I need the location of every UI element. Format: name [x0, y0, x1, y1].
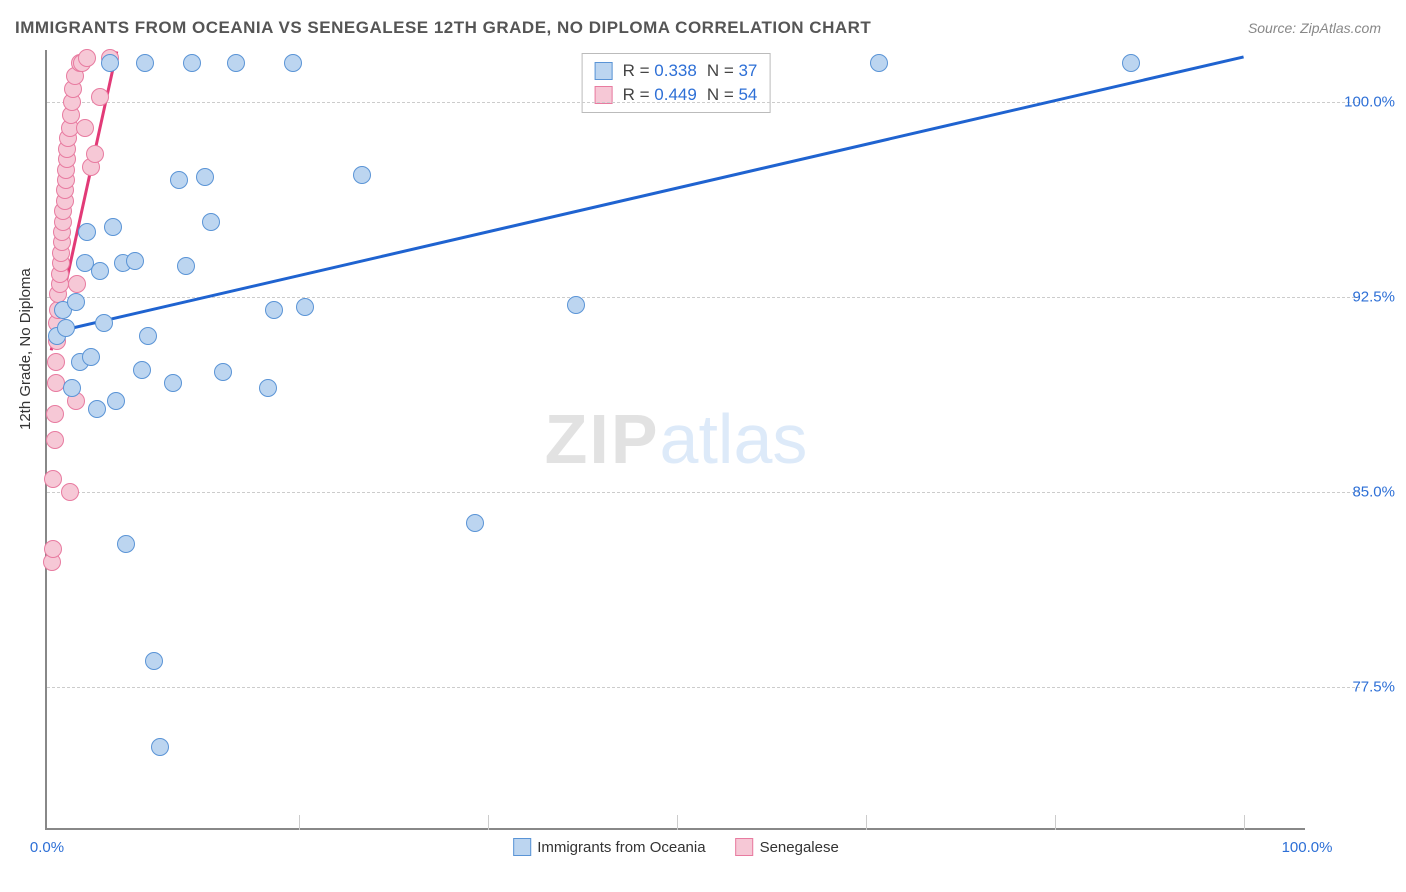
data-point [101, 54, 119, 72]
gridline-h [47, 492, 1360, 493]
data-point [78, 49, 96, 67]
gridline-h [47, 297, 1360, 298]
data-point [353, 166, 371, 184]
data-point [61, 483, 79, 501]
xtick-label: 0.0% [30, 839, 64, 856]
data-point [466, 514, 484, 532]
data-point [126, 252, 144, 270]
data-point [47, 353, 65, 371]
data-point [259, 379, 277, 397]
data-point [78, 223, 96, 241]
data-point [170, 171, 188, 189]
data-point [91, 88, 109, 106]
data-point [63, 379, 81, 397]
data-point [296, 298, 314, 316]
stats-swatch-icon [595, 62, 613, 80]
stats-row: R = 0.338 N = 37 [595, 59, 758, 83]
data-point [95, 314, 113, 332]
xtick [299, 815, 300, 830]
xtick [1244, 815, 1245, 830]
legend-swatch-icon [736, 838, 754, 856]
data-point [196, 168, 214, 186]
data-point [870, 54, 888, 72]
xtick [488, 815, 489, 830]
data-point [214, 363, 232, 381]
ytick-label: 85.0% [1315, 484, 1395, 501]
data-point [76, 119, 94, 137]
data-point [86, 145, 104, 163]
data-point [47, 374, 65, 392]
xtick-label: 100.0% [1282, 839, 1333, 856]
data-point [44, 540, 62, 558]
data-point [107, 392, 125, 410]
x-axis-legend: Immigrants from Oceania Senegalese [513, 838, 839, 856]
data-point [88, 400, 106, 418]
data-point [136, 54, 154, 72]
chart-title: IMMIGRANTS FROM OCEANIA VS SENEGALESE 12… [15, 18, 871, 38]
ytick-label: 77.5% [1315, 679, 1395, 696]
legend-item: Senegalese [736, 838, 839, 856]
data-point [68, 275, 86, 293]
data-point [91, 262, 109, 280]
data-point [46, 405, 64, 423]
xtick [1055, 815, 1056, 830]
chart-source: Source: ZipAtlas.com [1248, 20, 1381, 36]
data-point [151, 738, 169, 756]
watermark: ZIPatlas [545, 399, 808, 479]
ytick-label: 92.5% [1315, 289, 1395, 306]
plot-area: ZIPatlas R = 0.338 N = 37 R = 0.449 N = … [45, 50, 1305, 830]
data-point [133, 361, 151, 379]
legend-item: Immigrants from Oceania [513, 838, 705, 856]
data-point [82, 348, 100, 366]
data-point [117, 535, 135, 553]
xtick [677, 815, 678, 830]
ytick-label: 100.0% [1315, 94, 1395, 111]
data-point [183, 54, 201, 72]
gridline-h [47, 102, 1360, 103]
gridline-h [47, 687, 1360, 688]
y-axis-label: 12th Grade, No Diploma [17, 268, 34, 430]
data-point [202, 213, 220, 231]
stats-row: R = 0.449 N = 54 [595, 83, 758, 107]
data-point [567, 296, 585, 314]
data-point [44, 470, 62, 488]
data-point [145, 652, 163, 670]
chart-header: IMMIGRANTS FROM OCEANIA VS SENEGALESE 12… [15, 18, 1381, 38]
stats-legend-box: R = 0.338 N = 37 R = 0.449 N = 54 [582, 53, 771, 113]
data-point [1122, 54, 1140, 72]
data-point [46, 431, 64, 449]
data-point [227, 54, 245, 72]
data-point [284, 54, 302, 72]
data-point [67, 293, 85, 311]
data-point [265, 301, 283, 319]
data-point [177, 257, 195, 275]
xtick [866, 815, 867, 830]
data-point [164, 374, 182, 392]
data-point [139, 327, 157, 345]
legend-swatch-icon [513, 838, 531, 856]
data-point [57, 319, 75, 337]
data-point [104, 218, 122, 236]
